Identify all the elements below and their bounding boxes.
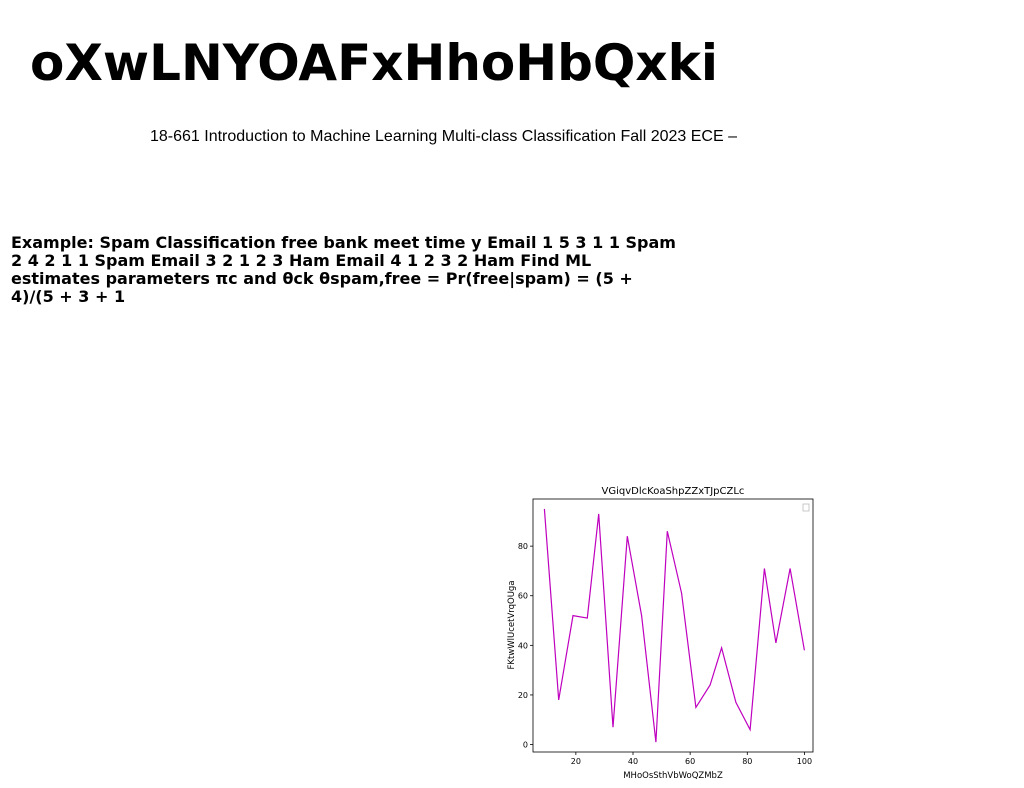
y-tick-label: 0	[523, 741, 528, 750]
series-line	[543, 508, 805, 743]
x-axis-label: MHoOsSthVbWoQZMbZ	[623, 771, 723, 781]
line-chart: VGiqvDlcKoaShpZZxTJpCZLc 20 40 60 80 100 0 20 4…	[498, 478, 824, 784]
y-axis-label: FKtwWlUcetVrqOUga	[507, 580, 517, 669]
document-title: oXwLNYOAFxHhoHbQxki	[30, 34, 719, 92]
y-tick-label: 60	[518, 592, 528, 601]
y-tick-label: 80	[518, 542, 528, 551]
course-header: 18-661 Introduction to Machine Learning …	[150, 128, 737, 145]
legend-box	[802, 503, 810, 512]
y-tick-label: 40	[518, 641, 528, 650]
x-tick-label: 20	[571, 757, 581, 766]
x-tick-label: 60	[685, 757, 695, 766]
plot-frame	[532, 498, 814, 753]
chart-title: VGiqvDlcKoaShpZZxTJpCZLc	[602, 486, 745, 497]
x-tick-label: 100	[797, 757, 812, 766]
example-paragraph: Example: Spam Classification free bank m…	[11, 233, 676, 306]
y-tick-label: 20	[518, 691, 528, 700]
x-tick-label: 40	[628, 757, 638, 766]
chart-svg: VGiqvDlcKoaShpZZxTJpCZLc 20 40 60 80 100 0 20 4…	[507, 486, 814, 781]
x-tick-label: 80	[742, 757, 752, 766]
